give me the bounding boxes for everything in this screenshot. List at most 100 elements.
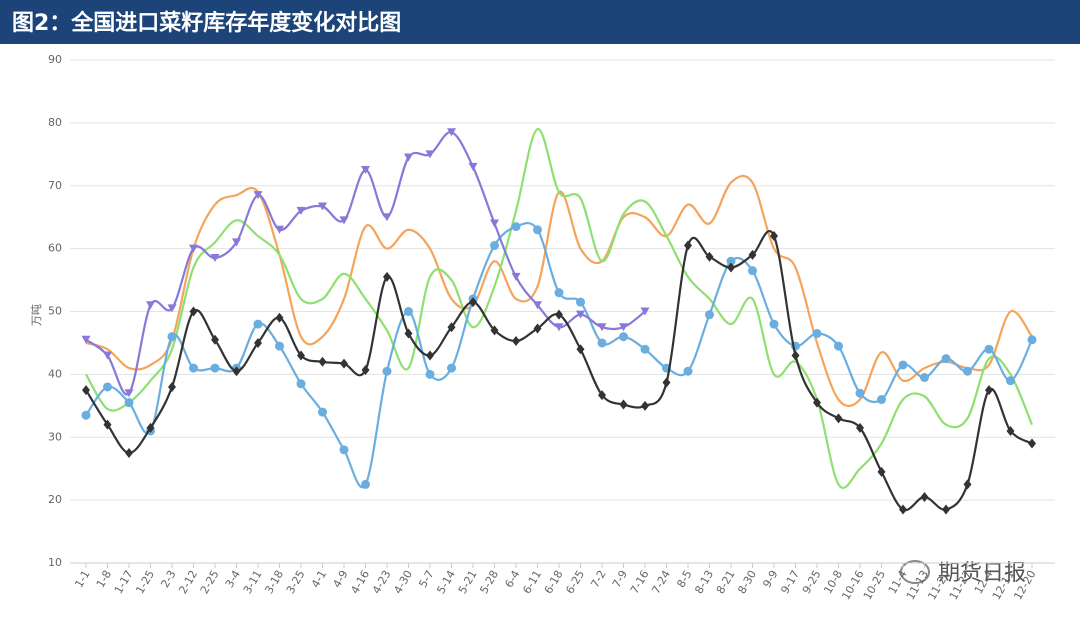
x-tick-label: 4-16 bbox=[348, 568, 372, 596]
point bbox=[1027, 335, 1037, 345]
x-tick-label: 7-2 bbox=[588, 568, 608, 590]
point bbox=[361, 364, 370, 375]
y-tick-label: 30 bbox=[48, 430, 62, 443]
point bbox=[340, 358, 348, 369]
x-tick-label: 6-11 bbox=[520, 568, 544, 596]
y-axis-label: 万吨 bbox=[30, 304, 43, 326]
point bbox=[124, 398, 134, 408]
x-tick-label: 3-4 bbox=[223, 568, 243, 590]
point bbox=[103, 382, 112, 392]
point bbox=[275, 225, 284, 234]
point bbox=[297, 350, 305, 361]
series-line bbox=[85, 221, 1033, 489]
point bbox=[490, 325, 499, 336]
x-tick-label: 1-25 bbox=[133, 568, 157, 596]
point bbox=[834, 413, 843, 424]
series-line bbox=[85, 230, 1033, 512]
point bbox=[275, 341, 284, 351]
series-line bbox=[85, 128, 1034, 489]
point bbox=[619, 399, 628, 410]
point bbox=[81, 335, 91, 344]
x-tick-label: 5-7 bbox=[416, 568, 436, 590]
y-tick-label: 60 bbox=[48, 242, 62, 255]
point bbox=[684, 240, 692, 251]
point bbox=[856, 422, 864, 433]
point bbox=[296, 206, 306, 215]
point bbox=[361, 479, 370, 489]
y-tick-label: 20 bbox=[48, 493, 62, 506]
point bbox=[383, 271, 391, 282]
x-tick-label: 4-9 bbox=[330, 568, 350, 590]
x-tick-label: 8-5 bbox=[674, 568, 694, 590]
point bbox=[554, 323, 564, 332]
point bbox=[576, 344, 585, 355]
point bbox=[941, 354, 951, 364]
point bbox=[296, 379, 306, 389]
x-tick-label: 2-12 bbox=[176, 568, 200, 596]
x-tick-label: 8-21 bbox=[714, 568, 738, 596]
point bbox=[490, 240, 499, 250]
point bbox=[791, 350, 800, 361]
point bbox=[963, 479, 972, 490]
point bbox=[877, 466, 886, 477]
series bbox=[82, 230, 1036, 515]
point bbox=[576, 310, 585, 319]
x-tick-label: 1-1 bbox=[72, 568, 92, 590]
point bbox=[533, 225, 542, 235]
point bbox=[855, 388, 865, 398]
y-tick-label: 80 bbox=[48, 116, 62, 129]
series bbox=[81, 128, 650, 398]
series bbox=[85, 128, 1034, 489]
point bbox=[382, 213, 392, 222]
x-tick-label: 3-18 bbox=[262, 568, 286, 596]
x-tick-label: 10-25 bbox=[861, 568, 888, 602]
y-tick-label: 50 bbox=[48, 305, 62, 318]
point bbox=[597, 323, 607, 332]
point bbox=[1006, 376, 1015, 386]
point bbox=[189, 363, 198, 373]
watermark-text: 期货日报 bbox=[938, 561, 1026, 586]
point bbox=[318, 202, 327, 211]
point bbox=[705, 310, 714, 320]
point bbox=[769, 319, 779, 329]
point bbox=[576, 297, 585, 307]
point bbox=[82, 385, 90, 396]
point bbox=[318, 356, 327, 367]
point bbox=[511, 272, 521, 281]
point bbox=[425, 150, 435, 159]
point bbox=[339, 216, 349, 225]
watermark: 期货日报 bbox=[900, 560, 1026, 586]
point bbox=[812, 329, 822, 339]
x-tick-label: 5-14 bbox=[434, 568, 458, 596]
point bbox=[275, 312, 284, 323]
y-tick-label: 40 bbox=[48, 367, 62, 380]
point bbox=[210, 363, 220, 373]
point bbox=[425, 369, 435, 379]
x-tick-label: 4-23 bbox=[370, 568, 394, 596]
point bbox=[490, 219, 499, 228]
x-tick-label: 8-13 bbox=[692, 568, 716, 596]
x-tick-label: 1-17 bbox=[112, 568, 136, 596]
x-tick-label: 6-4 bbox=[502, 568, 522, 590]
x-tick-label: 3-11 bbox=[241, 568, 265, 596]
point bbox=[361, 166, 370, 175]
point bbox=[404, 328, 413, 339]
x-tick-label: 1-8 bbox=[94, 568, 114, 590]
point bbox=[232, 238, 241, 247]
point bbox=[339, 445, 349, 455]
x-tick-label: 9-9 bbox=[760, 568, 780, 590]
point bbox=[554, 288, 564, 298]
point bbox=[168, 381, 176, 392]
point bbox=[748, 266, 757, 276]
series-line bbox=[85, 174, 1033, 408]
point bbox=[103, 351, 112, 360]
point bbox=[555, 309, 563, 320]
y-tick-label: 90 bbox=[48, 53, 62, 66]
point bbox=[597, 338, 607, 348]
point bbox=[512, 336, 520, 347]
point bbox=[877, 395, 886, 405]
title-bar bbox=[0, 0, 1080, 44]
point bbox=[447, 322, 456, 333]
point bbox=[146, 301, 155, 310]
x-tick-label: 2-3 bbox=[158, 568, 178, 590]
